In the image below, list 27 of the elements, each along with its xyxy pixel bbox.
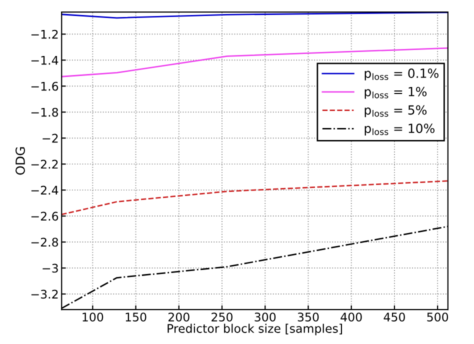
x-tick-label: 350 xyxy=(298,312,319,322)
x-tick-label: 500 xyxy=(427,312,448,322)
x-tick-label: 250 xyxy=(212,312,232,322)
y-tick-label: −2.8 xyxy=(31,238,58,247)
y-tick-label: −1.8 xyxy=(31,108,58,117)
y-tick-label: −1.6 xyxy=(31,82,58,91)
x-tick-label: 100 xyxy=(82,312,104,322)
x-tick-label: 450 xyxy=(384,312,405,322)
x-axis-title: Predictor block size [samples] xyxy=(168,324,342,336)
line-series xyxy=(62,180,448,216)
y-tick-label: −2.4 xyxy=(31,186,58,195)
x-tick-label: 150 xyxy=(126,312,146,322)
y-tick-label: −2.6 xyxy=(31,212,58,221)
x-tick-label: 400 xyxy=(340,312,362,322)
legend-label: p$_{loss}$ = 1% xyxy=(364,86,427,99)
x-tick-label: 200 xyxy=(168,312,190,322)
y-tick-label: −2.2 xyxy=(31,160,58,169)
y-tick-label: −1.2 xyxy=(31,30,58,39)
legend-label: p$_{loss}$ = 5% xyxy=(364,105,427,118)
legend-label: p$_{loss}$ = 0.1% xyxy=(364,68,438,80)
y-tick-label: −3 xyxy=(42,264,58,273)
y-tick-label: −3.2 xyxy=(31,290,58,299)
legend-label: p$_{loss}$ = 10% xyxy=(364,124,434,136)
y-axis-title: ODG xyxy=(16,147,25,175)
y-tick-label: −2 xyxy=(42,134,58,143)
x-tick-label: 300 xyxy=(254,312,276,322)
y-tick-label: −1.4 xyxy=(31,56,58,65)
